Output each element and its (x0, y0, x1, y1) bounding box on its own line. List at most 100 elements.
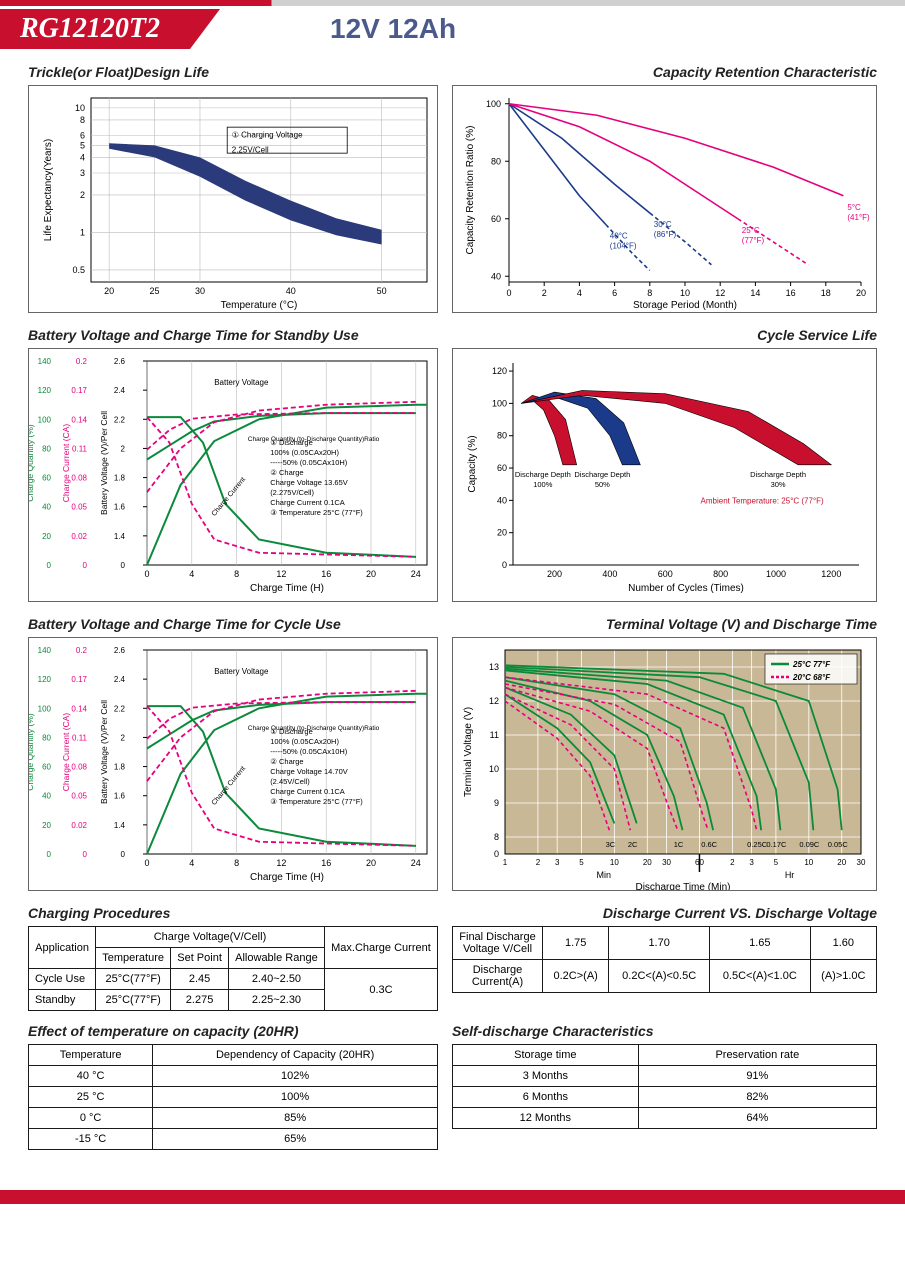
charging-procedures-table: Application Charge Voltage(V/Cell) Max.C… (28, 926, 438, 1011)
svg-text:(77°F): (77°F) (742, 236, 765, 245)
svg-text:Min: Min (597, 870, 612, 880)
svg-text:(41°F): (41°F) (847, 213, 870, 222)
svg-text:12: 12 (276, 569, 286, 579)
chart3-panel: 04812162024020406080100120140Charge Quan… (28, 348, 438, 602)
svg-text:120: 120 (492, 366, 507, 376)
svg-text:0.05: 0.05 (71, 792, 87, 801)
svg-text:25°C: 25°C (742, 226, 760, 235)
svg-text:100%: 100% (533, 480, 553, 489)
model-number: RG12120T2 (0, 9, 190, 49)
svg-text:24: 24 (411, 569, 421, 579)
svg-text:0.11: 0.11 (72, 444, 88, 453)
svg-text:(2.275V/Cell): (2.275V/Cell) (270, 488, 314, 497)
svg-text:25: 25 (150, 286, 160, 296)
chart6-title: Terminal Voltage (V) and Discharge Time (452, 616, 877, 632)
svg-text:20: 20 (42, 532, 51, 541)
svg-text:30: 30 (195, 286, 205, 296)
svg-text:1000: 1000 (766, 569, 786, 579)
svg-text:Discharge Time (Min): Discharge Time (Min) (635, 882, 730, 890)
svg-text:30%: 30% (771, 480, 786, 489)
svg-text:Hr: Hr (785, 870, 795, 880)
svg-text:0.09C: 0.09C (799, 840, 820, 849)
svg-text:12: 12 (276, 858, 286, 868)
svg-text:100: 100 (492, 398, 507, 408)
svg-text:0: 0 (494, 849, 499, 859)
svg-text:Number of Cycles (Times): Number of Cycles (Times) (628, 583, 744, 594)
svg-text:16: 16 (321, 569, 331, 579)
svg-text:2.6: 2.6 (114, 357, 126, 366)
svg-text:20: 20 (366, 858, 376, 868)
svg-text:4: 4 (189, 858, 194, 868)
svg-text:2: 2 (730, 858, 735, 867)
svg-text:0.2: 0.2 (76, 357, 88, 366)
voltage-rating: 12V 12Ah (330, 13, 456, 45)
svg-text:100: 100 (38, 704, 52, 713)
svg-text:2.2: 2.2 (114, 415, 126, 424)
footer-bar (0, 1190, 905, 1204)
svg-text:0: 0 (83, 850, 88, 859)
svg-text:20: 20 (497, 528, 507, 538)
svg-text:30°C: 30°C (654, 220, 672, 229)
svg-text:Discharge Depth: Discharge Depth (574, 470, 630, 479)
svg-text:1: 1 (503, 858, 508, 867)
svg-text:Life Expectancy(Years): Life Expectancy(Years) (43, 139, 54, 241)
svg-text:Capacity Retention Ratio (%): Capacity Retention Ratio (%) (465, 126, 476, 255)
svg-text:18: 18 (821, 288, 831, 298)
svg-text:80: 80 (497, 431, 507, 441)
svg-text:80: 80 (42, 444, 51, 453)
svg-text:5: 5 (80, 140, 85, 150)
svg-text:Charge Current: Charge Current (211, 476, 247, 517)
svg-text:40: 40 (42, 792, 51, 801)
svg-text:0: 0 (144, 569, 149, 579)
svg-text:1200: 1200 (821, 569, 841, 579)
svg-text:1.4: 1.4 (114, 532, 126, 541)
svg-text:0: 0 (506, 288, 511, 298)
table3-title: Effect of temperature on capacity (20HR) (28, 1023, 438, 1039)
svg-text:① Discharge: ① Discharge (270, 727, 313, 736)
svg-text:200: 200 (547, 569, 562, 579)
svg-text:-----50% (0.05CAx10H): -----50% (0.05CAx10H) (270, 458, 348, 467)
svg-text:Charge Current (CA): Charge Current (CA) (61, 424, 71, 503)
svg-text:20°C 68°F: 20°C 68°F (792, 673, 831, 682)
svg-text:② Charge: ② Charge (270, 757, 303, 766)
svg-text:8: 8 (647, 288, 652, 298)
svg-text:0.25C: 0.25C (747, 840, 768, 849)
svg-text:2: 2 (536, 858, 541, 867)
svg-text:1.8: 1.8 (114, 763, 126, 772)
svg-text:0: 0 (83, 561, 88, 570)
chart2-panel: 0246810121416182040608010040°C(104°F)30°… (452, 85, 877, 313)
svg-text:100% (0.05CAx20H): 100% (0.05CAx20H) (270, 737, 339, 746)
svg-text:2: 2 (542, 288, 547, 298)
svg-text:4: 4 (189, 569, 194, 579)
svg-text:10: 10 (680, 288, 690, 298)
svg-text:24: 24 (411, 858, 421, 868)
svg-text:Charge Quantity (%): Charge Quantity (%) (29, 713, 35, 791)
svg-text:0.17C: 0.17C (766, 840, 787, 849)
table2-title: Discharge Current VS. Discharge Voltage (452, 905, 877, 921)
svg-text:140: 140 (38, 357, 52, 366)
svg-text:8: 8 (80, 115, 85, 125)
svg-text:140: 140 (38, 646, 52, 655)
svg-text:20: 20 (643, 858, 652, 867)
svg-text:Battery Voltage: Battery Voltage (214, 667, 269, 676)
svg-text:2.4: 2.4 (114, 386, 126, 395)
svg-text:1.8: 1.8 (114, 474, 126, 483)
svg-text:100: 100 (486, 99, 501, 109)
svg-text:(86°F): (86°F) (654, 230, 677, 239)
svg-text:2.6: 2.6 (114, 646, 126, 655)
svg-text:3: 3 (555, 858, 560, 867)
svg-text:(104°F): (104°F) (610, 242, 637, 251)
svg-text:30: 30 (857, 858, 866, 867)
chart4-panel: 20040060080010001200020406080100120Disch… (452, 348, 877, 602)
svg-text:12: 12 (489, 696, 499, 706)
svg-text:0.02: 0.02 (71, 821, 87, 830)
svg-text:2C: 2C (628, 840, 638, 849)
svg-text:0.2: 0.2 (76, 646, 88, 655)
svg-text:120: 120 (38, 675, 52, 684)
svg-text:40: 40 (286, 286, 296, 296)
svg-text:5: 5 (579, 858, 584, 867)
svg-text:16: 16 (321, 858, 331, 868)
svg-text:0.08: 0.08 (71, 763, 87, 772)
svg-text:3: 3 (80, 168, 85, 178)
svg-text:12: 12 (715, 288, 725, 298)
